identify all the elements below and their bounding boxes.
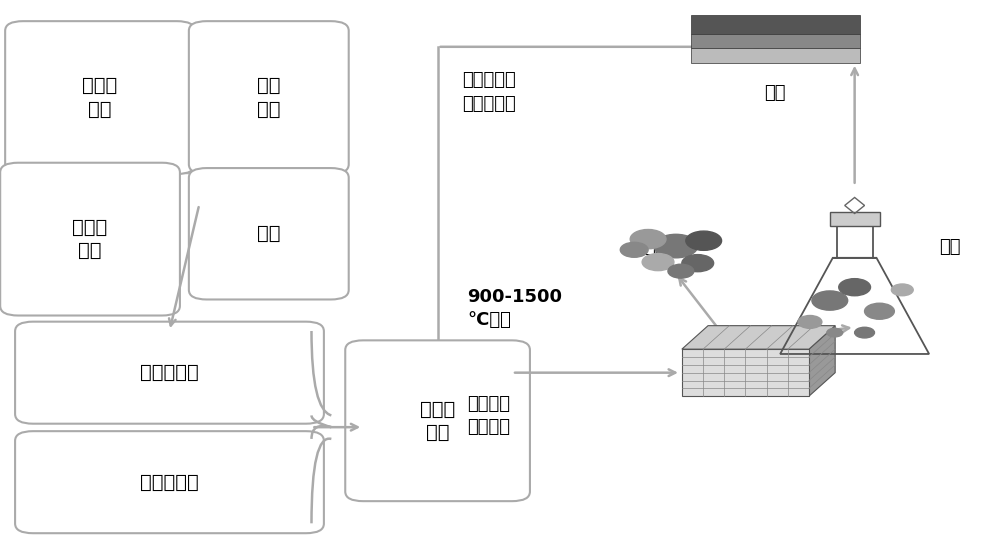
- Circle shape: [630, 229, 666, 249]
- Circle shape: [812, 291, 848, 310]
- Text: 金属氯
化物: 金属氯 化物: [82, 76, 118, 119]
- Circle shape: [654, 234, 698, 258]
- Circle shape: [686, 231, 722, 250]
- Circle shape: [620, 242, 648, 257]
- Polygon shape: [809, 325, 835, 396]
- FancyBboxPatch shape: [189, 168, 349, 300]
- Bar: [691, 48, 860, 63]
- Text: 造粒: 造粒: [644, 238, 666, 256]
- FancyBboxPatch shape: [189, 21, 349, 174]
- Text: 悬浮: 悬浮: [939, 238, 961, 256]
- Polygon shape: [830, 213, 880, 226]
- Circle shape: [798, 316, 822, 328]
- Circle shape: [642, 253, 674, 271]
- Text: 配体: 配体: [257, 224, 281, 243]
- Text: 胺类催
化剂: 胺类催 化剂: [72, 218, 108, 260]
- Text: 小分
子醇: 小分 子醇: [257, 76, 281, 119]
- Text: 硅基聚合物: 硅基聚合物: [140, 473, 199, 492]
- Bar: [682, 349, 809, 396]
- Text: 前驱体雾化
等离子喷涂: 前驱体雾化 等离子喷涂: [462, 71, 516, 113]
- Polygon shape: [682, 325, 835, 349]
- Circle shape: [855, 327, 874, 338]
- Bar: [691, 34, 860, 48]
- FancyBboxPatch shape: [15, 431, 324, 533]
- Text: 900-1500
°C裂解: 900-1500 °C裂解: [467, 288, 562, 329]
- Text: 金属有机盐: 金属有机盐: [140, 363, 199, 382]
- FancyBboxPatch shape: [15, 322, 324, 424]
- Circle shape: [865, 303, 894, 320]
- Circle shape: [682, 255, 714, 272]
- Circle shape: [839, 279, 871, 296]
- FancyBboxPatch shape: [345, 340, 530, 501]
- FancyBboxPatch shape: [5, 21, 195, 174]
- Bar: [691, 14, 860, 34]
- Circle shape: [891, 284, 913, 296]
- FancyBboxPatch shape: [0, 163, 180, 316]
- Text: 单源前
驱体: 单源前 驱体: [420, 400, 455, 442]
- Circle shape: [668, 264, 694, 278]
- Text: 喷涂: 喷涂: [764, 84, 786, 102]
- Circle shape: [827, 328, 843, 337]
- Text: 一定温度
下热处理: 一定温度 下热处理: [467, 395, 510, 436]
